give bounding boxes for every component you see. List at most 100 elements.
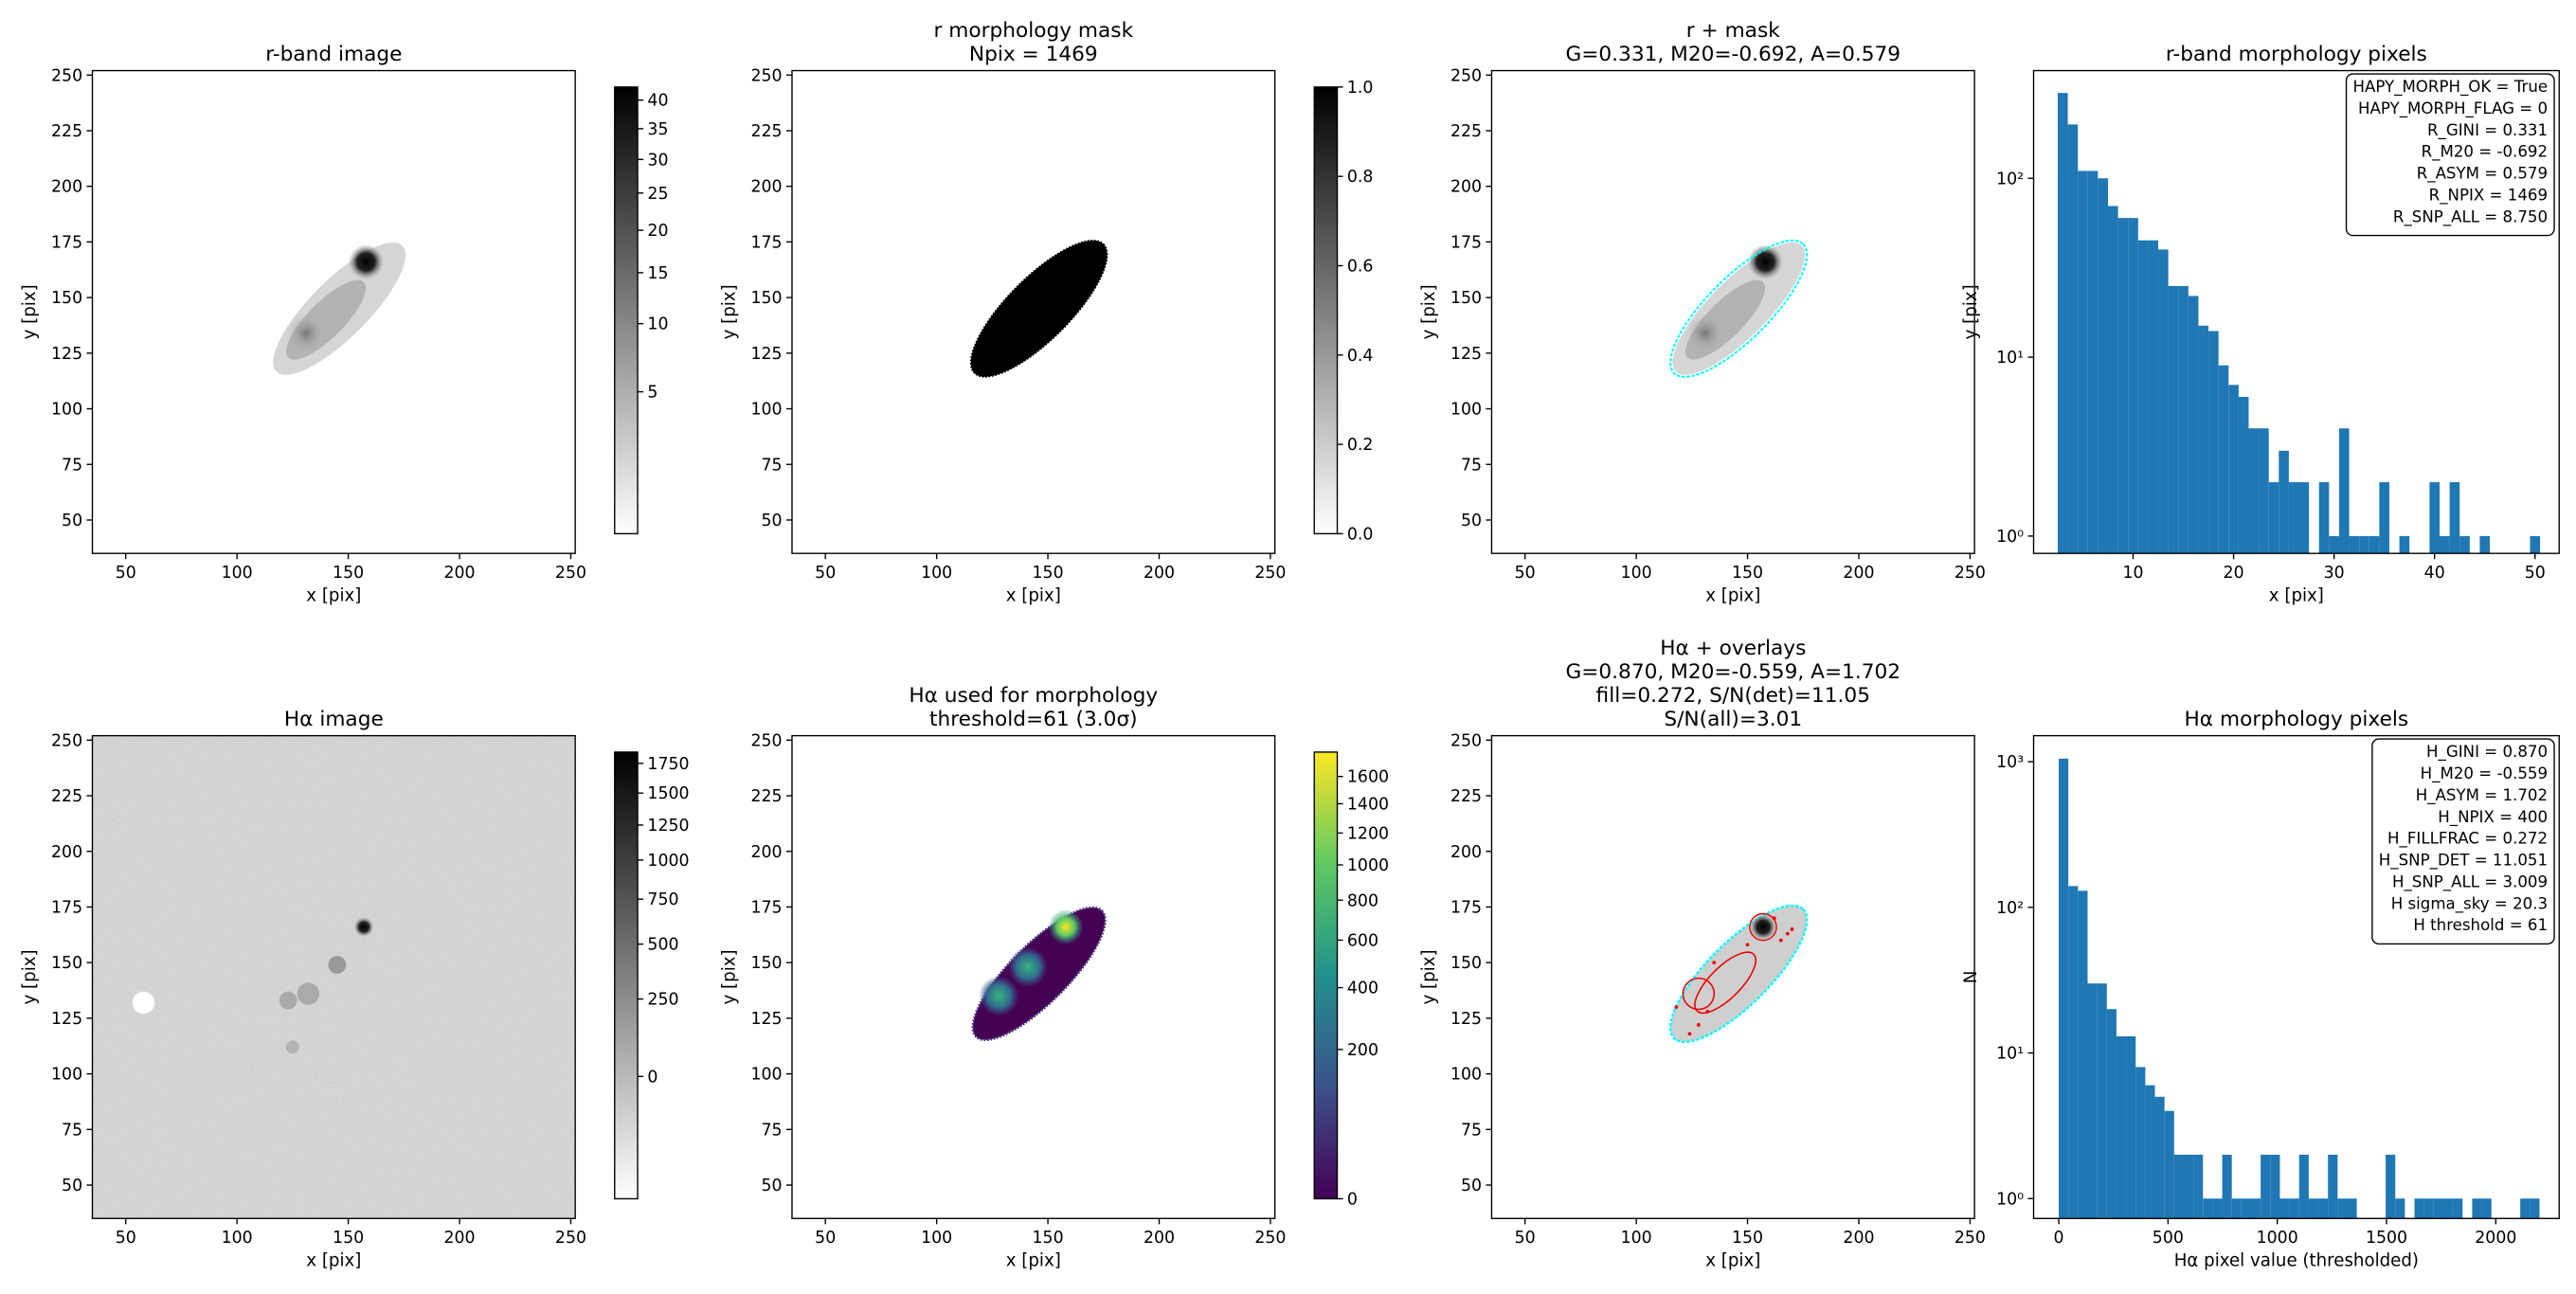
x-tick-label: 100 — [921, 564, 952, 583]
x-axis-label: x [pix] — [2269, 585, 2324, 605]
knot — [285, 1040, 299, 1054]
bar — [2068, 886, 2079, 1219]
bar — [2087, 983, 2098, 1219]
axes-frame — [91, 69, 576, 554]
source-knot — [285, 313, 327, 353]
annotation: H_NPIX = 400 — [2438, 808, 2548, 827]
y-tick-label: 250 — [1450, 66, 1482, 85]
bar — [2106, 1009, 2117, 1219]
colorbar-tick-label: 0 — [1347, 1191, 1358, 1210]
panel-title: threshold=61 (3.0σ) — [929, 708, 1138, 731]
annotation: R_M20 = -0.692 — [2422, 143, 2548, 162]
x-tick-label: 100 — [1621, 564, 1652, 583]
x-tick-label: 50 — [116, 564, 136, 583]
ha-pixel — [1674, 1005, 1679, 1010]
bar — [2078, 890, 2088, 1219]
annotation: H_GINI = 0.870 — [2426, 743, 2548, 762]
bar — [2087, 171, 2099, 554]
x-tick-label: 50 — [1515, 564, 1536, 583]
y-tick-label: 225 — [51, 122, 82, 141]
colorbar-tick-label: 1250 — [647, 817, 689, 836]
annotation: H_SNP_DET = 11.051 — [2379, 852, 2548, 871]
bar — [2078, 171, 2088, 554]
colorbar-tick-label: 1750 — [647, 755, 689, 774]
colorbar — [614, 86, 639, 535]
bar — [2338, 428, 2350, 554]
bar — [2248, 428, 2260, 554]
x-axis-label: Hα pixel value (thresholded) — [2174, 1251, 2419, 1271]
noise — [92, 735, 576, 1219]
bar — [2530, 1198, 2540, 1219]
y-axis-label: y [pix] — [20, 949, 40, 1004]
panel-title: Npix = 1469 — [969, 43, 1098, 66]
colorbar — [614, 751, 639, 1200]
ha-pixel — [1772, 916, 1776, 921]
colorbar-tick-label: 1600 — [1347, 768, 1389, 787]
ha-pixel — [1712, 961, 1717, 965]
annotation: H_FILLFRAC = 0.272 — [2387, 830, 2548, 849]
colorbar-tick-label: 0.0 — [1347, 525, 1374, 544]
y-tick-label: 50 — [1461, 1177, 1482, 1195]
bar — [2126, 1036, 2136, 1219]
annotation: R_ASYM = 0.579 — [2417, 165, 2548, 184]
x-tick-label: 100 — [222, 1229, 253, 1248]
y-tick-label: 175 — [51, 899, 82, 918]
colorbar-tick-label: 10 — [647, 315, 668, 334]
panel-title: G=0.331, M20=-0.692, A=0.579 — [1565, 43, 1900, 66]
colorbar-tick-label: 800 — [1347, 891, 1378, 910]
y-tick-label: 125 — [51, 1010, 82, 1029]
x-axis-label: x [pix] — [1006, 1251, 1061, 1271]
knot — [328, 956, 347, 974]
core — [353, 917, 374, 938]
bar — [2289, 1198, 2299, 1219]
annotation: H_M20 = -0.559 — [2421, 764, 2548, 783]
panel-title: Hα + overlays — [1660, 637, 1806, 660]
colorbar-tick-label: 5 — [647, 384, 658, 403]
y-tick-label: 75 — [62, 456, 82, 475]
bar — [2128, 218, 2138, 554]
colorbar-tick-label: 600 — [1347, 932, 1378, 951]
x-tick-label: 150 — [1033, 1229, 1064, 1248]
image — [1668, 904, 1809, 1044]
x-axis-label: x [pix] — [1705, 585, 1760, 605]
core — [1048, 908, 1084, 945]
y-tick-label: 200 — [1450, 178, 1482, 197]
annotation-box — [2345, 73, 2555, 237]
y-tick-label: 175 — [751, 899, 783, 918]
colorbar-tick-label: 1.0 — [1347, 79, 1374, 98]
x-tick-label: 50 — [1515, 1229, 1536, 1248]
y-tick-label: 150 — [751, 289, 783, 308]
bar — [2386, 1154, 2396, 1219]
bar — [2395, 1198, 2405, 1219]
y-tick-label: 10³ — [1996, 753, 2024, 772]
y-axis-label: y [pix] — [1961, 284, 1981, 339]
y-tick-label: 250 — [1450, 731, 1482, 750]
bar — [2218, 365, 2229, 554]
bar — [2261, 1154, 2271, 1219]
x-tick-label: 250 — [555, 1229, 586, 1248]
y-tick-label: 225 — [51, 787, 82, 806]
bar — [2238, 396, 2249, 554]
x-tick-label: 1000 — [2257, 1229, 2298, 1248]
bar — [2268, 482, 2279, 554]
x-tick-label: 40 — [2424, 564, 2445, 583]
y-tick-label: 250 — [51, 66, 82, 85]
panel-title: r + mask — [1686, 19, 1780, 43]
bar — [2442, 1198, 2454, 1219]
ha-pixel — [1705, 1009, 1710, 1014]
colorbar-tick-label: 0.2 — [1347, 436, 1374, 455]
bar — [2116, 1036, 2127, 1219]
bar — [2057, 93, 2068, 554]
y-tick-label: 250 — [751, 66, 783, 85]
bar — [2188, 296, 2199, 554]
bar — [2183, 1154, 2194, 1219]
y-tick-label: 200 — [751, 178, 783, 197]
knot — [297, 982, 320, 1005]
y-tick-label: 225 — [1450, 122, 1482, 141]
source-knot — [1684, 313, 1726, 353]
y-tick-label: 175 — [1450, 233, 1482, 252]
panel-title: r-band image — [265, 43, 402, 66]
panel-title: G=0.870, M20=-0.559, A=1.702 — [1565, 660, 1900, 684]
y-axis-label: y [pix] — [719, 284, 739, 339]
bar — [2328, 1154, 2338, 1219]
